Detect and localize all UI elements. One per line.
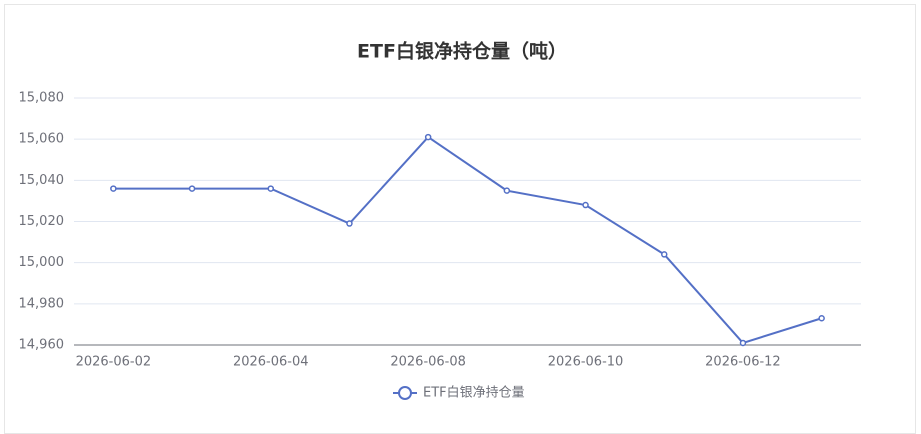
x-tick-label: 2026-06-10 xyxy=(548,355,624,370)
x-tick-label: 2026-06-12 xyxy=(705,355,781,370)
legend-marker xyxy=(398,386,412,400)
y-tick-label: 15,060 xyxy=(19,132,65,147)
point xyxy=(739,339,747,347)
y-tick-label: 15,040 xyxy=(19,173,65,188)
point xyxy=(424,133,432,141)
y-tick-label: 14,980 xyxy=(19,296,65,311)
y-tick-label: 15,020 xyxy=(19,214,65,229)
chart-title: ETF白银净持仓量（吨） xyxy=(357,40,567,63)
chart: ETF白银净持仓量（吨） 14,960 14,980 15,000 15,020 15,… xyxy=(19,40,861,401)
point xyxy=(818,314,825,322)
point xyxy=(503,187,511,194)
series-line xyxy=(113,135,822,345)
point xyxy=(267,185,274,192)
y-tick-label: 15,000 xyxy=(19,255,65,270)
y-tick-label: 15,080 xyxy=(19,91,65,106)
point xyxy=(188,185,196,192)
point xyxy=(661,251,668,258)
x-tick-label: 2026-06-08 xyxy=(390,355,466,370)
legend-label: ETF白银净持仓量 xyxy=(423,385,525,401)
x-tick-label: 2026-06-02 xyxy=(76,355,152,370)
point xyxy=(582,201,589,209)
y-tick-label: 14,960 xyxy=(19,338,65,353)
point xyxy=(346,220,353,227)
x-tick-label: 2026-06-04 xyxy=(233,355,309,370)
point xyxy=(110,185,117,192)
